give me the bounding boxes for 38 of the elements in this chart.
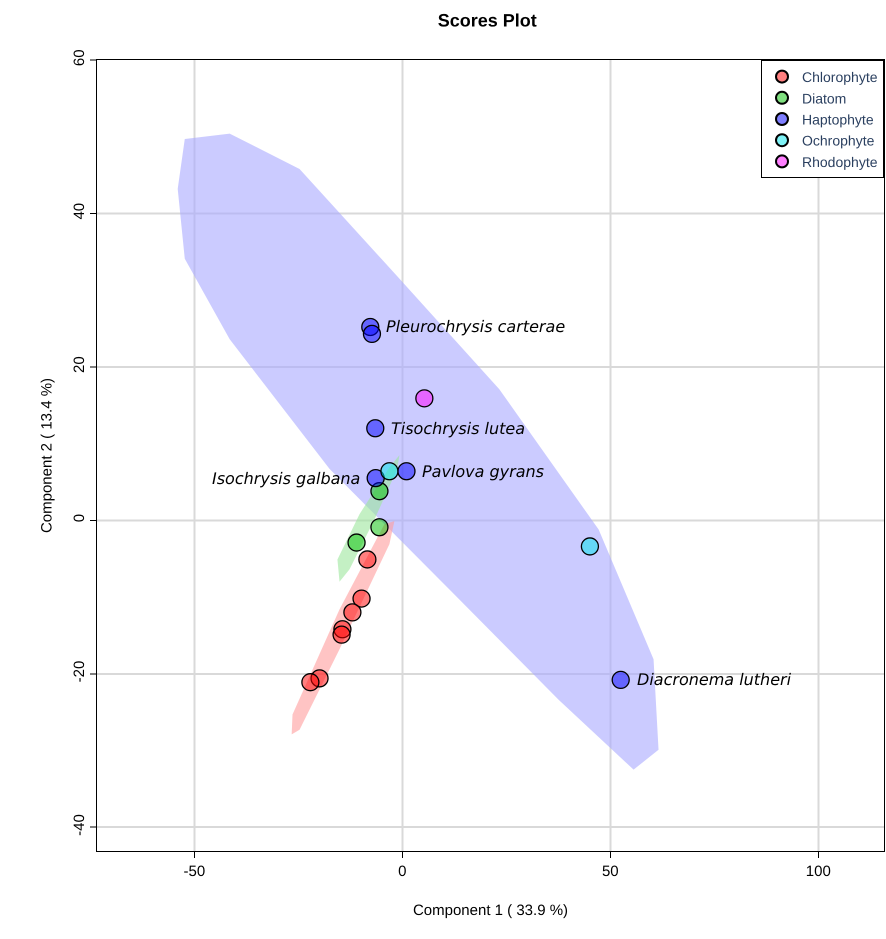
- point: [397, 462, 416, 480]
- point: [343, 603, 362, 622]
- legend-label: Rhodophyte: [802, 154, 878, 170]
- x-tick-label: 100: [806, 863, 831, 880]
- point: [380, 462, 399, 480]
- legend-label: Diatom: [802, 90, 846, 106]
- point: [362, 324, 382, 344]
- y-tick-label: -40: [71, 814, 88, 836]
- annotation: Pleurochrysis carterae: [386, 317, 566, 336]
- point: [332, 626, 351, 644]
- legend-label: Chlorophyte: [802, 69, 878, 86]
- point: [580, 537, 600, 556]
- legend-label: Ochrophyte: [802, 132, 875, 149]
- x-tick-label: -50: [183, 863, 206, 880]
- point: [370, 518, 389, 536]
- legend-label: Haptophyte: [802, 111, 874, 128]
- y-tick-label: 40: [71, 202, 88, 220]
- x-axis-title: Component 1 ( 33.9 %): [412, 902, 568, 919]
- y-tick-label: 60: [71, 49, 88, 66]
- annotation: Pavlova gyrans: [422, 462, 544, 481]
- annotation: Isochrysis galbana: [212, 469, 360, 488]
- chart-title: Scores Plot: [438, 10, 537, 31]
- point: [366, 468, 385, 488]
- point: [366, 419, 384, 438]
- annotation: Tisochrysis lutea: [391, 419, 526, 438]
- point: [612, 670, 630, 690]
- y-tick-label: -20: [71, 660, 88, 682]
- y-tick-label: 20: [71, 356, 88, 373]
- x-tick-label: 0: [398, 863, 406, 880]
- point: [415, 389, 434, 408]
- y-axis-title: Component 2 ( 13.4 %): [38, 378, 56, 534]
- point: [301, 673, 320, 692]
- y-tick-label: 0: [71, 514, 88, 522]
- point: [347, 533, 366, 552]
- point: [358, 550, 377, 569]
- point: [352, 589, 371, 608]
- x-tick-label: 50: [602, 863, 619, 880]
- annotation: Diacronema lutheri: [637, 670, 792, 689]
